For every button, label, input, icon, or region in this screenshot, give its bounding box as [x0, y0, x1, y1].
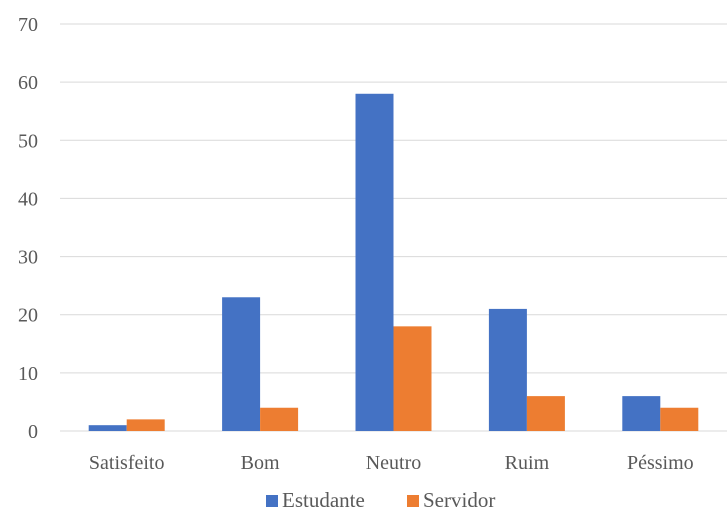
y-tick-label: 50	[18, 130, 38, 152]
legend-swatch-estudante	[266, 495, 278, 507]
y-tick-label: 10	[18, 363, 38, 385]
y-tick-label: 30	[18, 247, 38, 269]
bar-estudante-4	[622, 396, 661, 431]
y-axis-ticks: 0 10 20 30 40 50 60 70	[18, 14, 38, 443]
x-tick-label: Satisfeito	[89, 452, 165, 474]
bar-servidor-1	[260, 407, 299, 431]
x-tick-label: Neutro	[366, 452, 422, 474]
legend-label-servidor: Servidor	[423, 488, 495, 512]
x-tick-label: Bom	[241, 452, 280, 474]
y-tick-label: 40	[18, 188, 38, 210]
legend-label-estudante: Estudante	[282, 488, 365, 512]
bar-estudante-2	[355, 93, 394, 432]
x-tick-label: Ruim	[505, 452, 550, 474]
legend: Estudante Servidor	[266, 488, 495, 512]
bars	[88, 93, 699, 432]
y-tick-label: 60	[18, 72, 38, 94]
bar-estudante-0	[88, 425, 127, 431]
y-tick-label: 0	[28, 421, 38, 443]
bar-servidor-2	[393, 326, 432, 431]
bar-servidor-4	[660, 407, 699, 431]
legend-swatch-servidor	[407, 495, 419, 507]
bar-estudante-1	[222, 297, 261, 431]
y-tick-label: 70	[18, 14, 38, 36]
x-axis-ticks: Satisfeito Bom Neutro Ruim Péssimo	[89, 452, 694, 474]
bar-estudante-3	[488, 308, 527, 431]
bar-servidor-3	[526, 396, 565, 431]
y-tick-label: 20	[18, 305, 38, 327]
bar-servidor-0	[126, 419, 165, 431]
x-tick-label: Péssimo	[627, 452, 694, 474]
